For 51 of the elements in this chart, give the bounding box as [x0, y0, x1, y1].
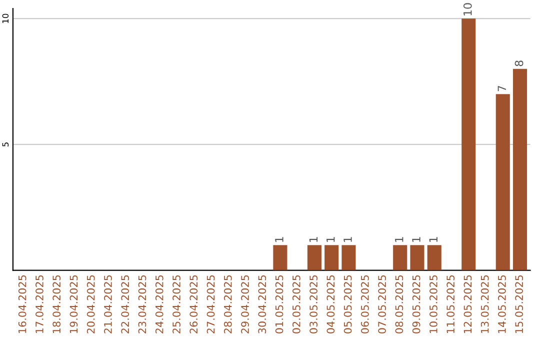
- bar: [462, 18, 476, 270]
- data-label: 8: [514, 60, 524, 66]
- x-tick-label: 08.05.2025: [395, 275, 404, 334]
- bar: [393, 245, 408, 270]
- data-label: 1: [429, 237, 438, 242]
- x-tick-label: 03.05.2025: [310, 275, 318, 334]
- x-tick-label: 12.05.2025: [464, 275, 472, 333]
- x-tick-label: 11.05.2025: [446, 275, 455, 333]
- x-tick-label: 01.05.2025: [275, 275, 284, 334]
- x-tick-label: 25.04.2025: [172, 275, 180, 334]
- x-tick-label: 19.04.2025: [70, 275, 78, 333]
- bar: [324, 245, 339, 270]
- x-tick-label: 29.04.2025: [241, 275, 249, 334]
- x-tick-label: 28.04.2025: [224, 275, 232, 334]
- bar: [427, 245, 442, 270]
- x-tick-label: 05.05.2025: [344, 275, 352, 334]
- x-tick-label: 13.05.2025: [480, 275, 489, 333]
- x-tick-label: 22.04.2025: [121, 275, 130, 334]
- x-tick-label: 02.05.2025: [292, 275, 300, 334]
- x-tick-label: 20.04.2025: [86, 275, 95, 334]
- data-label: 1: [344, 237, 352, 242]
- x-tick-label: 18.04.2025: [52, 275, 61, 333]
- bar: [307, 245, 322, 270]
- y-tick-label: 5: [2, 142, 9, 146]
- x-tick-label: 23.04.2025: [138, 275, 146, 334]
- x-tick-label: 27.04.2025: [206, 275, 215, 334]
- x-tick-label: 10.05.2025: [429, 275, 438, 333]
- data-label: 1: [326, 237, 335, 242]
- data-label: 1: [412, 237, 420, 242]
- x-tick-label: 16.04.2025: [18, 275, 26, 333]
- x-tick-label: 21.04.2025: [104, 275, 112, 334]
- data-label: 1: [309, 237, 318, 242]
- bar: [496, 94, 510, 270]
- data-label: 10: [463, 3, 472, 16]
- data-label: 1: [395, 237, 404, 242]
- x-tick-label: 30.04.2025: [258, 275, 266, 334]
- bar: [410, 245, 424, 270]
- x-tick-label: 14.05.2025: [498, 275, 506, 333]
- bar: [342, 245, 356, 270]
- x-tick-label: 15.05.2025: [515, 275, 524, 333]
- x-tick-label: 04.05.2025: [326, 275, 335, 334]
- x-tick-label: 07.05.2025: [378, 275, 386, 334]
- bar: [273, 245, 288, 270]
- bar: [512, 68, 528, 270]
- x-tick-label: 26.04.2025: [190, 275, 198, 334]
- x-tick-label: 24.04.2025: [155, 275, 164, 334]
- x-tick-label: 09.05.2025: [412, 275, 420, 334]
- data-label: 1: [275, 237, 284, 242]
- data-label: 7: [498, 86, 506, 92]
- x-tick-label: 06.05.2025: [360, 275, 369, 334]
- x-tick-label: 17.04.2025: [36, 275, 44, 333]
